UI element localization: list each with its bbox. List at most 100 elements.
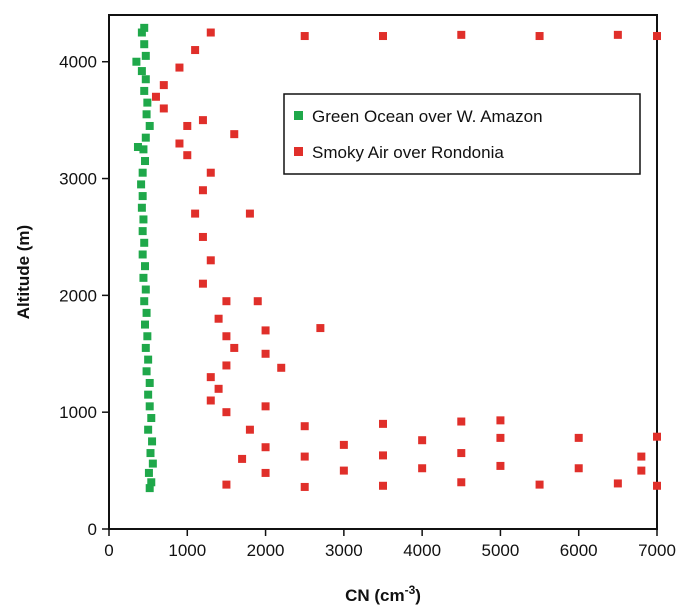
series-1-point-7 (261, 468, 270, 477)
series-0-point-0 (145, 484, 154, 493)
series-0-point-11 (142, 367, 151, 376)
series-1-point-29 (222, 408, 231, 417)
series-0-point-10 (145, 378, 154, 387)
data-marks (132, 23, 661, 493)
series-1-point-32 (214, 384, 223, 393)
series-1-point-66 (613, 30, 622, 39)
series-0-point-28 (138, 168, 147, 177)
x-tick-label-6: 6000 (560, 541, 598, 560)
series-1-point-45 (206, 256, 215, 265)
series-1-point-60 (191, 46, 200, 55)
series-1-point-4 (535, 480, 544, 489)
series-1-point-8 (339, 466, 348, 475)
legend-box (283, 93, 641, 175)
series-1-point-57 (151, 92, 160, 101)
series-1-point-43 (253, 297, 262, 306)
series-0-point-13 (141, 343, 150, 352)
series-1-point-39 (261, 326, 270, 335)
series-0-point-40 (141, 51, 150, 60)
series-0-point-6 (144, 425, 153, 434)
series-0-point-24 (139, 215, 148, 224)
y-axis-ticks: 0 1000 2000 3000 4000 (59, 53, 109, 539)
series-1-point-25 (300, 422, 309, 431)
series-0-point-17 (140, 297, 149, 306)
y-axis-title: Altitude (m) (14, 225, 33, 319)
series-1-point-35 (277, 363, 286, 372)
series-0-point-18 (141, 285, 150, 294)
series-1-point-19 (339, 440, 348, 449)
series-0-point-38 (137, 67, 146, 76)
series-0-point-29 (141, 157, 150, 166)
series-1-point-28 (496, 416, 505, 425)
series-1-point-12 (637, 466, 646, 475)
series-1-point-51 (183, 151, 192, 160)
x-tick-label-1: 1000 (168, 541, 206, 560)
series-0-point-8 (145, 402, 154, 411)
series-1-point-1 (300, 482, 309, 491)
x-tick-label-2: 2000 (247, 541, 285, 560)
series-1-point-24 (245, 425, 254, 434)
series-0-point-41 (140, 40, 149, 49)
series-1-point-33 (206, 373, 215, 382)
x-axis-title: CN (cm-3) (345, 583, 421, 605)
series-1-point-36 (230, 343, 239, 352)
series-1-point-6 (653, 481, 661, 490)
series-1-point-31 (206, 396, 215, 405)
series-1-point-63 (379, 32, 387, 41)
x-tick-label-3: 3000 (325, 541, 363, 560)
legend: Green Ocean over W. Amazon Smoky Air ove… (283, 93, 641, 175)
series-1-point-22 (574, 433, 583, 442)
y-tick-label-2: 2000 (59, 286, 97, 305)
series-0-point-30 (139, 145, 148, 154)
series-0-point-21 (138, 250, 147, 259)
series-0-point-16 (142, 308, 151, 317)
series-0-point-26 (138, 192, 147, 201)
y-tick-label-0: 0 (88, 520, 97, 539)
series-0-point-2 (144, 468, 153, 477)
series-0-point-9 (144, 390, 153, 399)
series-0-point-39 (132, 57, 141, 66)
series-0-point-43 (140, 23, 149, 32)
series-1-point-50 (206, 168, 215, 177)
series-1-point-46 (198, 232, 207, 241)
series-0-point-27 (137, 180, 146, 189)
series-0-point-23 (138, 227, 147, 236)
x-tick-label-7: 7000 (638, 541, 676, 560)
series-0-point-32 (141, 133, 150, 142)
series-1-point-61 (206, 28, 215, 37)
y-tick-label-1: 1000 (59, 403, 97, 422)
series-0-point-14 (143, 332, 152, 341)
series-1-point-34 (222, 361, 231, 370)
series-1-point-11 (574, 464, 583, 473)
series-1-point-21 (496, 433, 505, 442)
series-0-point-3 (148, 459, 157, 468)
series-1-point-65 (535, 32, 544, 41)
series-0-point-35 (143, 98, 152, 107)
series-1-point-30 (261, 402, 270, 411)
series-1-point-0 (222, 480, 231, 489)
legend-label-green: Green Ocean over W. Amazon (312, 107, 543, 126)
x-axis-title-superscript: -3 (405, 583, 416, 597)
x-axis-ticks: 0 1000 2000 3000 4000 5000 6000 7000 (104, 529, 676, 560)
series-0-point-22 (140, 238, 149, 247)
series-1-point-64 (457, 30, 466, 39)
series-0-point-1 (147, 478, 156, 487)
series-1-point-47 (191, 209, 200, 218)
series-0-point-19 (139, 273, 148, 282)
series-1-point-62 (300, 32, 309, 41)
series-1-point-27 (457, 417, 466, 426)
series-1-point-58 (159, 81, 168, 90)
series-1-point-55 (198, 116, 207, 125)
series-1-point-3 (457, 478, 466, 487)
series-1-point-16 (457, 449, 466, 458)
series-1-point-67 (653, 32, 661, 41)
series-0-point-12 (144, 355, 153, 364)
series-1-point-5 (613, 479, 622, 488)
series-0-point-42 (137, 28, 146, 37)
series-0-point-33 (145, 121, 154, 130)
series-1-point-53 (230, 130, 239, 139)
series-0-point-37 (141, 75, 150, 84)
series-1-point-14 (300, 452, 309, 461)
series-0-point-7 (147, 414, 156, 423)
